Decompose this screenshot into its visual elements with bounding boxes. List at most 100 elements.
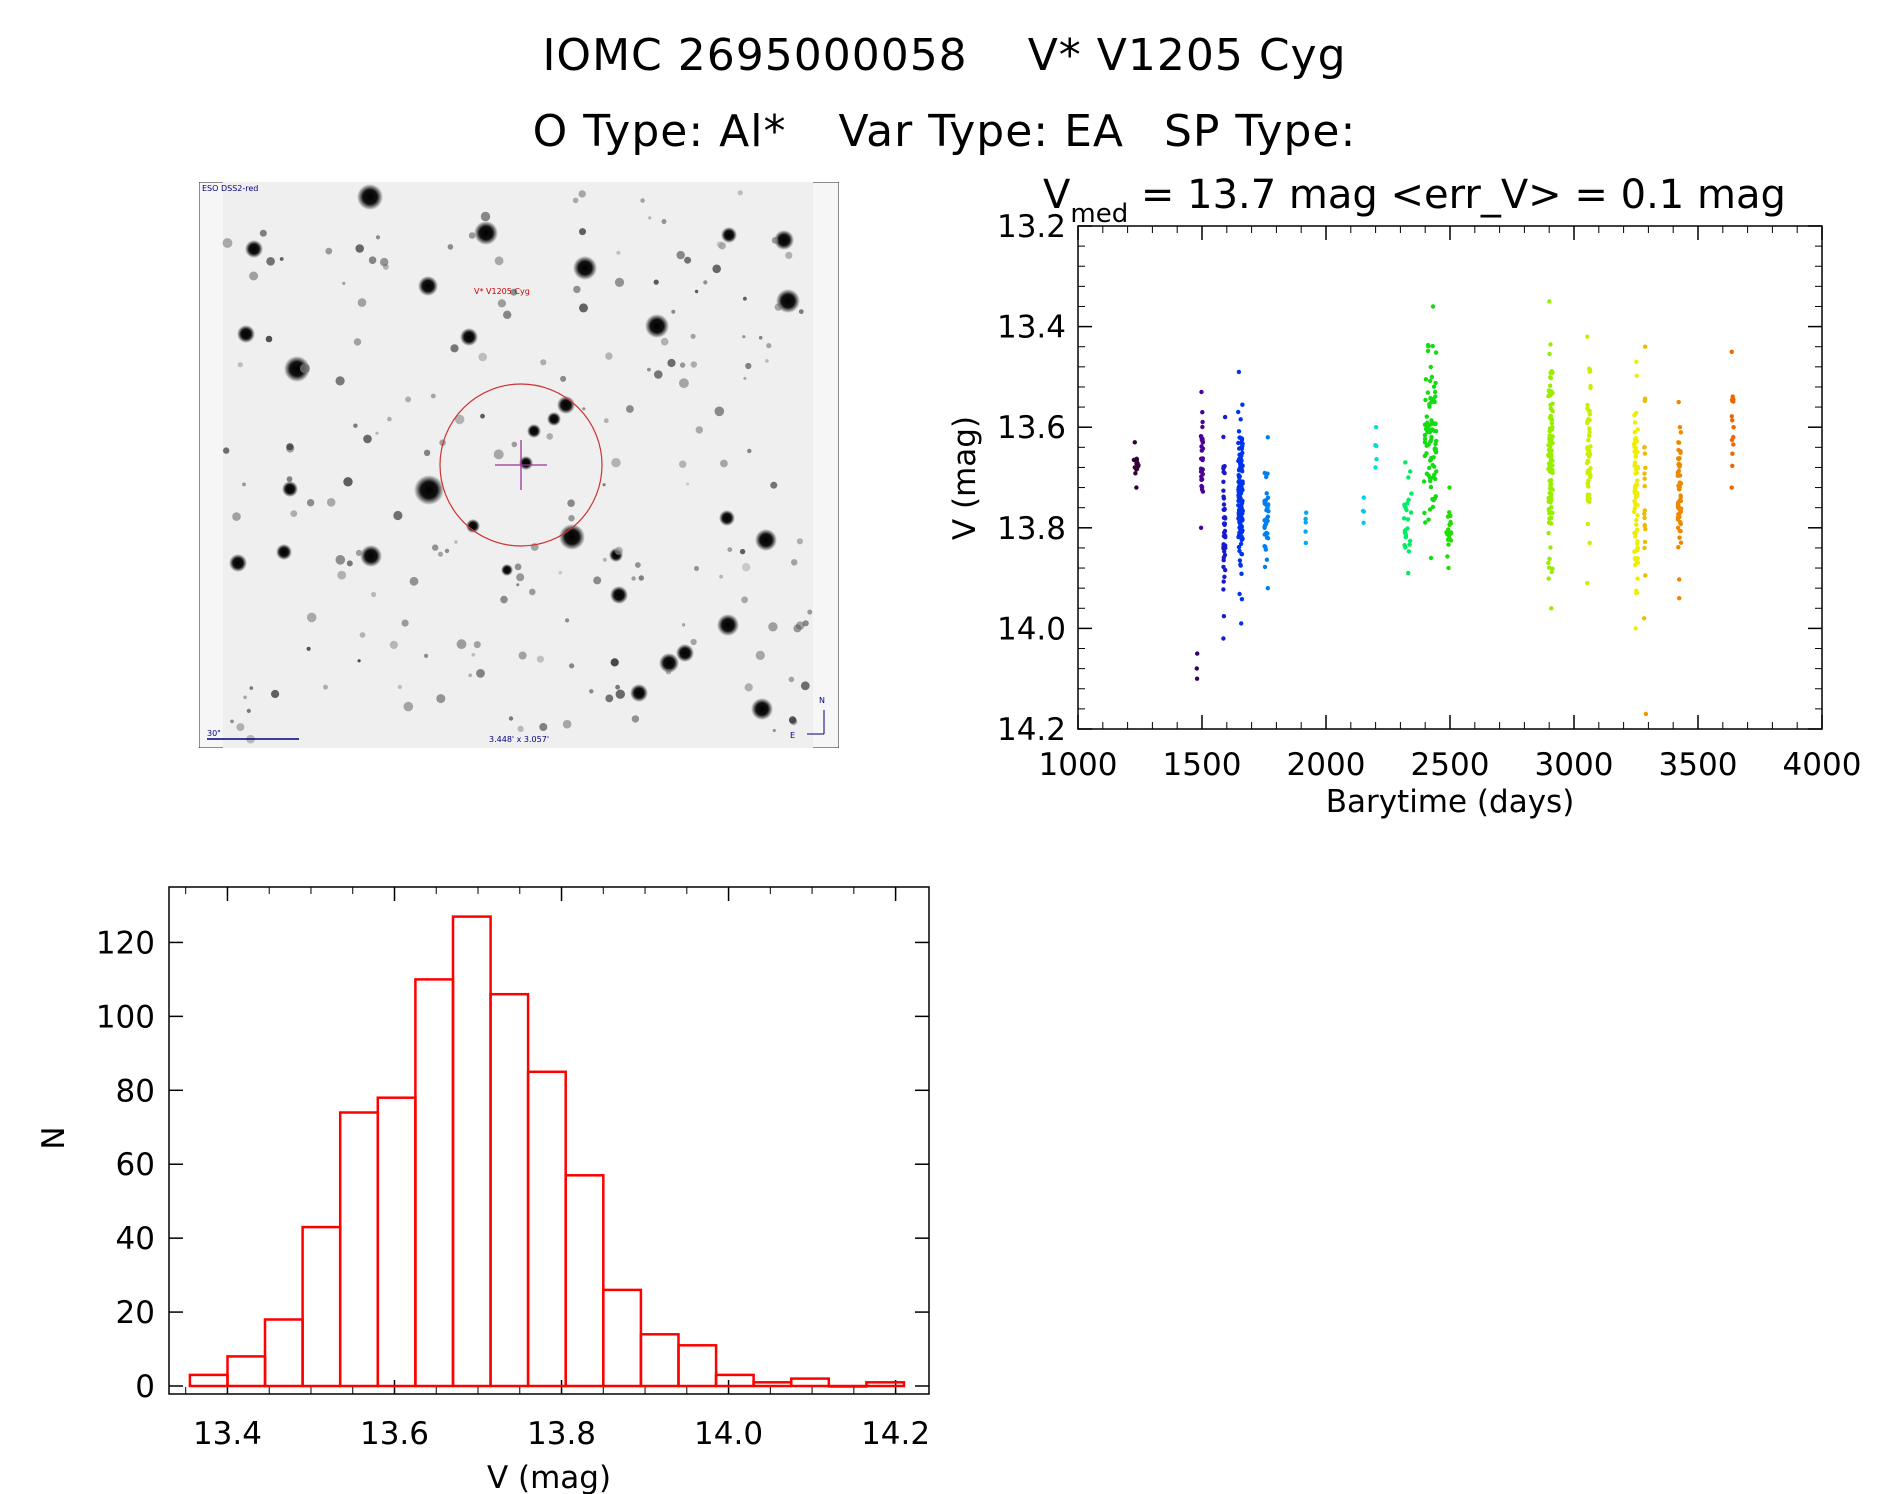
star [647, 367, 651, 372]
data-point [1548, 453, 1554, 458]
data-point [1194, 676, 1200, 681]
star [796, 538, 804, 545]
data-point [1221, 434, 1226, 440]
data-point [1200, 410, 1205, 415]
star [569, 663, 575, 669]
data-point [1677, 535, 1682, 540]
star [460, 328, 478, 346]
star [774, 230, 794, 250]
data-point [1424, 414, 1430, 419]
data-point [1236, 429, 1242, 434]
data-point [1641, 616, 1647, 621]
star [788, 676, 795, 683]
data-point [1237, 493, 1243, 499]
data-point [1546, 565, 1552, 570]
data-point [1549, 421, 1555, 426]
data-point [1200, 471, 1206, 477]
data-point [1642, 522, 1647, 528]
histogram-bar [526, 1070, 567, 1388]
data-point [1236, 474, 1242, 480]
data-point [1677, 596, 1682, 601]
star [686, 482, 690, 486]
star [516, 583, 520, 587]
star [742, 563, 751, 572]
data-point [1430, 462, 1435, 468]
x-tick-label: 3000 [1535, 747, 1614, 783]
data-point [1642, 398, 1648, 404]
data-point [1423, 377, 1429, 382]
data-point [1588, 383, 1593, 389]
data-point [1676, 462, 1681, 467]
star [375, 235, 381, 240]
star [357, 298, 367, 307]
star [237, 325, 255, 343]
data-point [1238, 519, 1243, 524]
star [695, 426, 703, 434]
data-point [1237, 435, 1242, 440]
star [355, 549, 363, 556]
data-point [1585, 447, 1590, 452]
variable-type: Var Type: EA [838, 106, 1124, 157]
star [405, 396, 412, 403]
star [694, 289, 699, 294]
star [397, 684, 403, 690]
data-point [1676, 483, 1682, 489]
data-point [1587, 366, 1592, 371]
star [325, 247, 333, 255]
star [727, 547, 733, 552]
data-point [1265, 518, 1270, 524]
star [343, 477, 353, 487]
data-point [1422, 432, 1428, 438]
star [776, 289, 800, 313]
star [300, 363, 310, 374]
data-point [1547, 436, 1553, 441]
data-point [1406, 549, 1412, 554]
star [667, 358, 676, 368]
x-tick-label: 3500 [1659, 747, 1738, 783]
data-point [1633, 471, 1638, 476]
data-point [1223, 567, 1228, 573]
star [282, 481, 298, 497]
data-point [1635, 539, 1640, 544]
data-point [1632, 420, 1638, 425]
star [741, 596, 748, 604]
star [573, 256, 597, 280]
data-point [1633, 626, 1638, 631]
star [245, 240, 263, 258]
star [242, 482, 246, 487]
histogram-bar [827, 1384, 868, 1388]
star [714, 406, 725, 417]
data-point [1546, 520, 1552, 525]
star [279, 257, 284, 261]
data-point [1200, 424, 1205, 430]
star [276, 544, 292, 560]
data-point [1730, 418, 1735, 423]
svg-text:Vmed = 13.7 mag <err_V> = 0.1: Vmed = 13.7 mag <err_V> = 0.1 mag [1043, 172, 1786, 229]
data-point [1132, 440, 1138, 445]
data-point [1221, 558, 1226, 563]
data-point [1677, 473, 1683, 478]
data-point [1434, 469, 1439, 474]
data-point [1448, 513, 1453, 518]
data-point [1550, 424, 1555, 430]
histogram-bar [752, 1381, 793, 1388]
data-point [1221, 533, 1227, 539]
data-point [1585, 334, 1590, 339]
data-point [1221, 502, 1227, 507]
star [578, 190, 586, 198]
data-point [1546, 560, 1551, 566]
data-point [1588, 474, 1593, 480]
data-point [1262, 544, 1267, 549]
star [337, 570, 347, 580]
data-point [1548, 482, 1553, 487]
data-point [1546, 576, 1551, 581]
data-point [1429, 418, 1434, 423]
star [454, 540, 458, 544]
star [237, 362, 243, 368]
star [631, 576, 636, 581]
data-point [1200, 446, 1206, 451]
data-point [1264, 535, 1270, 540]
data-point [1427, 404, 1432, 409]
star [630, 684, 648, 702]
data-point [1422, 453, 1428, 459]
